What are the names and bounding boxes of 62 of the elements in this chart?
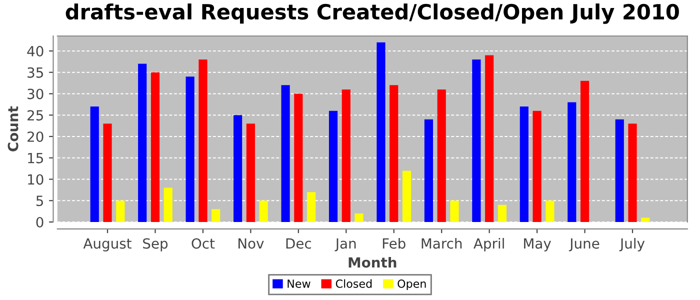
y-axis-title: Count — [8, 106, 18, 152]
bar — [532, 110, 542, 222]
bar — [294, 94, 303, 222]
x-tick-label: August — [83, 238, 132, 252]
bar — [568, 102, 576, 222]
bar — [328, 110, 338, 222]
x-tick-label: April — [474, 238, 504, 252]
bar — [342, 89, 350, 222]
y-tick-label: 40 — [27, 46, 44, 56]
bar — [437, 89, 446, 222]
bar — [307, 192, 316, 222]
bar — [424, 119, 434, 222]
y-tick-label: 15 — [28, 153, 43, 164]
bar — [186, 76, 194, 222]
legend-label: Open — [398, 279, 426, 290]
bar — [498, 204, 507, 222]
bar — [116, 200, 125, 222]
bar — [164, 188, 172, 222]
y-tick-label: 25 — [28, 110, 43, 121]
bar — [234, 115, 242, 222]
bar — [246, 124, 255, 222]
bar — [212, 209, 220, 222]
bar — [450, 200, 459, 222]
y-tick-label: 10 — [28, 174, 44, 185]
bar — [641, 218, 650, 222]
bar — [138, 64, 147, 222]
bar — [390, 85, 398, 222]
x-tick-label: Dec — [286, 238, 311, 249]
bar — [259, 200, 268, 222]
bar — [150, 72, 160, 222]
bar — [628, 124, 637, 222]
x-tick-label: Nov — [238, 238, 264, 249]
bar — [580, 80, 590, 222]
x-tick-label: Sep — [143, 238, 168, 252]
bar — [103, 124, 112, 222]
x-axis-title: Month — [348, 256, 396, 268]
bar — [546, 200, 554, 222]
y-tick-label: 0 — [36, 216, 44, 228]
legend-label: Closed — [336, 279, 372, 288]
x-tick-label: June — [568, 238, 600, 252]
bar — [376, 42, 386, 222]
legend-label: New — [288, 280, 310, 288]
bar — [615, 119, 624, 222]
y-tick-label: 20 — [28, 131, 44, 142]
bar — [485, 55, 494, 222]
x-tick-label: Feb — [382, 238, 406, 249]
bar — [520, 106, 528, 222]
bar — [90, 106, 99, 222]
x-tick-label: May — [524, 238, 551, 252]
bar — [402, 170, 412, 222]
y-tick-label: 5 — [36, 196, 43, 206]
x-tick-label: Oct — [192, 238, 215, 249]
bar — [198, 60, 208, 222]
x-tick-label: July — [619, 238, 645, 252]
x-tick-label: March — [422, 238, 462, 249]
bar — [472, 60, 481, 222]
y-tick-label: 30 — [28, 88, 44, 100]
y-tick-label: 35 — [28, 67, 43, 78]
bar — [354, 213, 364, 222]
x-tick-label: Jan — [334, 238, 356, 252]
bar — [281, 85, 290, 222]
chart-title: drafts-eval Requests Created/Closed/Open July 2010 — [66, 4, 679, 24]
